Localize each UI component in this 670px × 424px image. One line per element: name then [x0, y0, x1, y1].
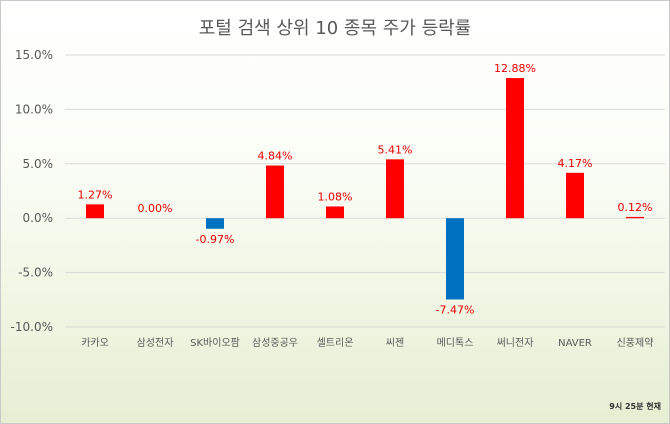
x-tick-label: NAVER: [558, 338, 592, 349]
bar: [86, 204, 104, 219]
x-tick-label: 메디톡스: [437, 337, 474, 349]
data-label: -7.47%: [436, 303, 475, 316]
data-label: -0.97%: [196, 233, 235, 246]
x-tick-label: 씨젠: [386, 337, 404, 349]
bar: [506, 78, 524, 219]
bar: [266, 165, 284, 219]
data-labels: 1.27% 0.00% -0.97% 4.84% 1.08% 5.41% -7.47% 12.…: [78, 62, 653, 316]
data-label: 5.41%: [378, 143, 413, 156]
x-axis-ticks: 카카오 삼성전자 SK바이오팜 삼성중공우 셀트리온 씨젠 메디톡스 써니전자 NAVER 신풍제…: [81, 337, 653, 349]
y-tick-label: 10.0%: [15, 102, 53, 116]
bar: [566, 172, 584, 219]
data-label: 1.27%: [78, 188, 113, 201]
y-tick-label: -5.0%: [18, 266, 53, 280]
x-tick-label: SK바이오팜: [190, 337, 240, 349]
data-label: 0.00%: [138, 202, 173, 215]
bar: [446, 218, 464, 300]
x-tick-label: 셀트리온: [317, 337, 354, 349]
footnote: 9시 25분 현재: [609, 401, 661, 411]
bar: [626, 216, 644, 219]
bar: [326, 206, 344, 219]
x-tick-label: 신풍제약: [617, 337, 654, 349]
data-label: 1.08%: [318, 190, 353, 203]
bars: [86, 78, 644, 300]
x-tick-label: 써니전자: [497, 337, 534, 349]
bar: [386, 159, 404, 219]
chart-title: 포털 검색 상위 10 종목 주가 등락률: [199, 18, 472, 39]
data-label: 0.12%: [618, 201, 653, 214]
y-tick-label: -10.0%: [11, 320, 53, 334]
data-label: 4.17%: [558, 157, 593, 170]
bar: [206, 218, 224, 229]
x-tick-label: 카카오: [81, 337, 109, 349]
y-tick-label: 0.0%: [23, 211, 54, 225]
data-label: 4.84%: [258, 150, 293, 163]
y-axis-ticks: 15.0% 10.0% 5.0% 0.0% -5.0% -10.0%: [11, 48, 53, 334]
y-tick-label: 5.0%: [23, 157, 54, 171]
gridlines: [65, 54, 665, 328]
data-label: 12.88%: [494, 62, 536, 75]
x-tick-label: 삼성중공우: [252, 337, 298, 349]
x-tick-label: 삼성전자: [137, 337, 174, 349]
y-tick-label: 15.0%: [15, 48, 53, 62]
